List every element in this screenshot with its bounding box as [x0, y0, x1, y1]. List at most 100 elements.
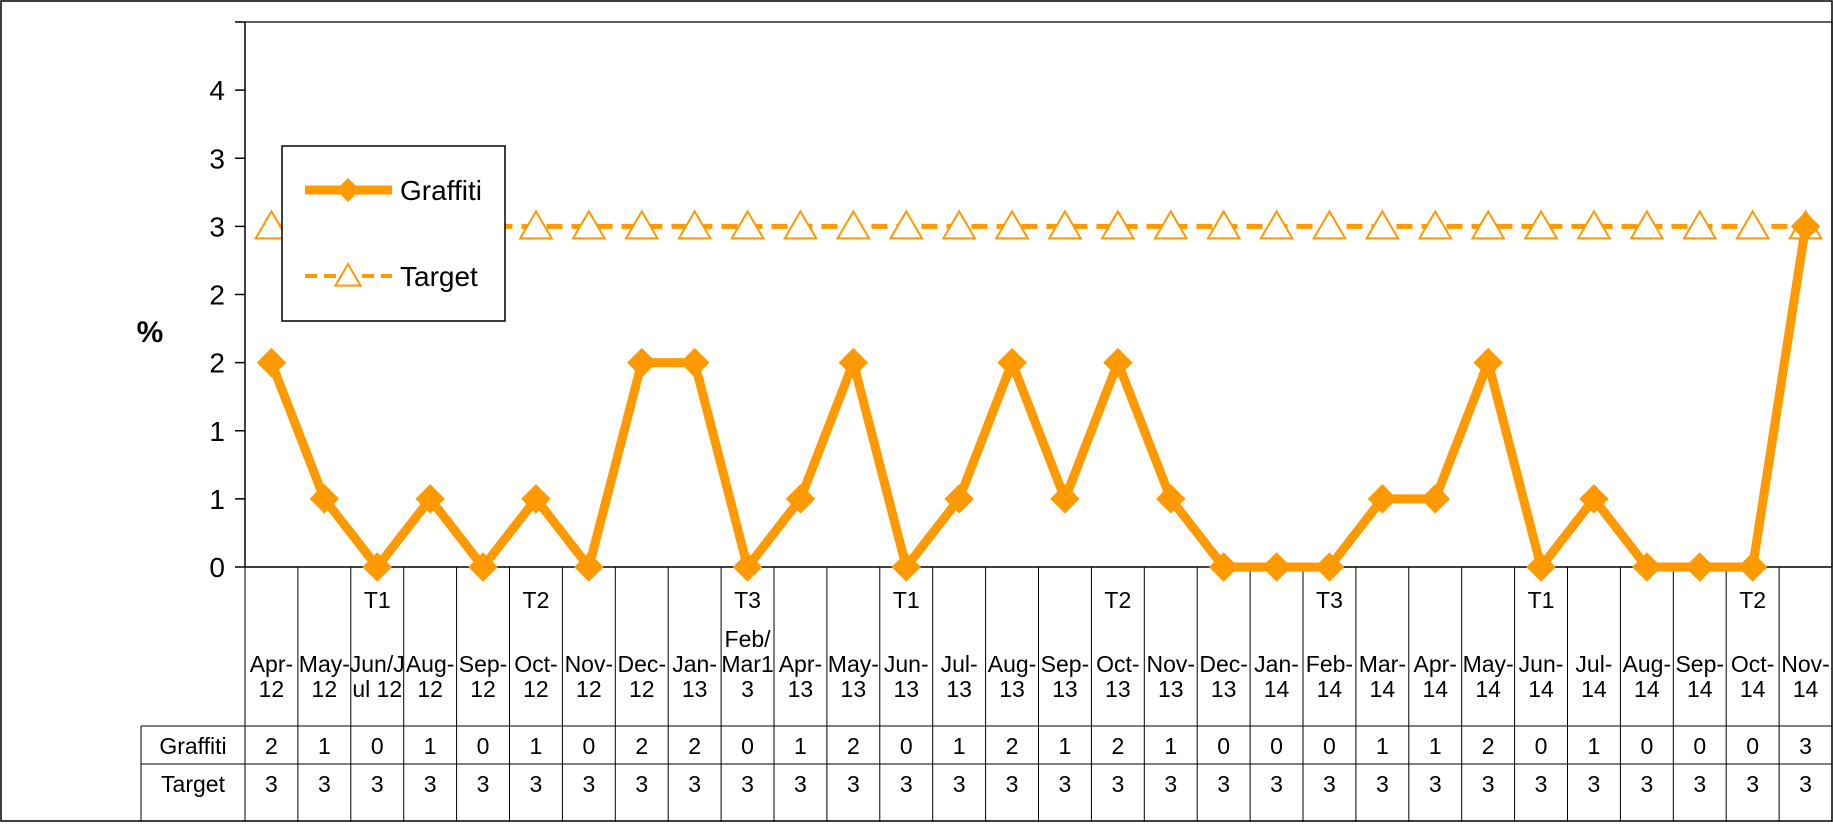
table-cell: 3	[1482, 771, 1495, 797]
target-point	[1629, 209, 1665, 240]
graffiti-point	[309, 484, 340, 514]
y-tick-label: 2	[209, 280, 225, 311]
table-cell: 0	[582, 733, 595, 759]
table-cell: 3	[1376, 771, 1389, 797]
table-cell: 0	[1270, 733, 1283, 759]
term-label: T3	[1316, 587, 1343, 613]
x-tick-label: 14	[1793, 676, 1819, 702]
graffiti-point	[256, 347, 287, 378]
table-cell: 3	[1164, 771, 1177, 797]
x-tick-label: May-	[828, 651, 879, 677]
y-tick-label: 0	[209, 552, 225, 583]
table-cell: 3	[741, 771, 754, 797]
table-cell: 2	[635, 733, 648, 759]
target-point	[1364, 209, 1400, 240]
table-cell: 3	[900, 771, 913, 797]
target-point	[1153, 209, 1189, 240]
x-tick-label: Jun/J	[350, 651, 405, 677]
table-cell: 3	[1693, 771, 1706, 797]
x-tick-label: 12	[576, 676, 602, 702]
table-cell: 0	[1323, 733, 1336, 759]
graffiti-point	[1526, 552, 1556, 582]
graffiti-point	[362, 552, 392, 582]
table-cell: 3	[371, 771, 384, 797]
x-tick-label: 12	[470, 676, 496, 702]
graffiti-point	[574, 552, 604, 582]
graffiti-point	[1473, 347, 1503, 378]
table-cell: 1	[530, 733, 543, 759]
table-cell: 3	[1799, 733, 1812, 759]
graffiti-point	[1103, 347, 1133, 378]
table-cell: 0	[1693, 733, 1706, 759]
table-cell: 1	[1376, 733, 1389, 759]
x-tick-label: 13	[999, 676, 1025, 702]
target-point	[1735, 209, 1771, 240]
target-point	[1470, 209, 1506, 240]
target-point	[677, 209, 713, 240]
term-label: T2	[523, 587, 550, 613]
target-point	[994, 209, 1030, 240]
x-tick-label: Oct-	[1731, 651, 1774, 677]
x-tick-label: 12	[259, 676, 285, 702]
graffiti-point	[679, 347, 710, 378]
x-tick-label: Sep-	[459, 651, 508, 677]
x-tick-label: Jul-	[1575, 651, 1612, 677]
table-cell: 1	[1588, 733, 1601, 759]
term-label: T3	[734, 587, 761, 613]
table-cell: 3	[1535, 771, 1548, 797]
target-point	[571, 209, 607, 240]
x-tick-label: 14	[1475, 676, 1501, 702]
x-tick-label: Oct-	[1096, 651, 1139, 677]
x-tick-label: 13	[946, 676, 972, 702]
graffiti-point	[1790, 211, 1821, 242]
target-point	[1311, 209, 1347, 240]
table-cell: 3	[794, 771, 807, 797]
target-point	[253, 209, 289, 240]
x-tick-label: Aug-	[1623, 651, 1672, 677]
x-tick-label: May-	[299, 651, 350, 677]
target-point	[624, 209, 660, 240]
target-point	[941, 209, 977, 240]
x-tick-label: Nov-	[565, 651, 614, 677]
x-tick-label: 13	[893, 676, 919, 702]
x-tick-label: 12	[417, 676, 443, 702]
table-cell: 3	[318, 771, 331, 797]
x-tick-label: 14	[1740, 676, 1766, 702]
graffiti-point	[1685, 552, 1715, 582]
y-tick-label: 1	[209, 484, 225, 515]
table-cell: 2	[688, 733, 701, 759]
target-point	[730, 209, 766, 240]
graffiti-point	[627, 347, 657, 378]
table-cell: 0	[1535, 733, 1548, 759]
table-row-header: Graffiti	[159, 733, 226, 759]
x-tick-label: 13	[1105, 676, 1131, 702]
x-tick-label: Apr-	[250, 651, 293, 677]
x-tick-label: Jan-	[672, 651, 717, 677]
graffiti-point	[1156, 484, 1186, 514]
table-cell: 3	[265, 771, 278, 797]
graffiti-point	[1050, 484, 1080, 514]
x-tick-label: 13	[1158, 676, 1184, 702]
graffiti-point	[1261, 552, 1292, 582]
table-cell: 3	[1323, 771, 1336, 797]
x-tick-label: 12	[523, 676, 549, 702]
x-tick-label: Sep-	[1041, 651, 1090, 677]
graffiti-point	[891, 552, 921, 582]
graffiti-point	[1314, 552, 1345, 582]
x-tick-label: May-	[1463, 651, 1514, 677]
x-tick-label: 14	[1317, 676, 1343, 702]
graffiti-point	[1208, 552, 1239, 582]
graffiti-point	[1632, 552, 1662, 582]
table-cell: 3	[688, 771, 701, 797]
graffiti-point	[838, 347, 869, 378]
target-point	[518, 209, 554, 240]
legend-marker-target	[333, 262, 363, 287]
x-tick-label: 14	[1264, 676, 1290, 702]
table-cell: 0	[741, 733, 754, 759]
table-cell: 3	[847, 771, 860, 797]
legend-label-target: Target	[400, 261, 478, 292]
table-cell: 2	[1482, 733, 1495, 759]
x-tick-label: 12	[312, 676, 338, 702]
x-tick-label: Jun-	[1519, 651, 1564, 677]
